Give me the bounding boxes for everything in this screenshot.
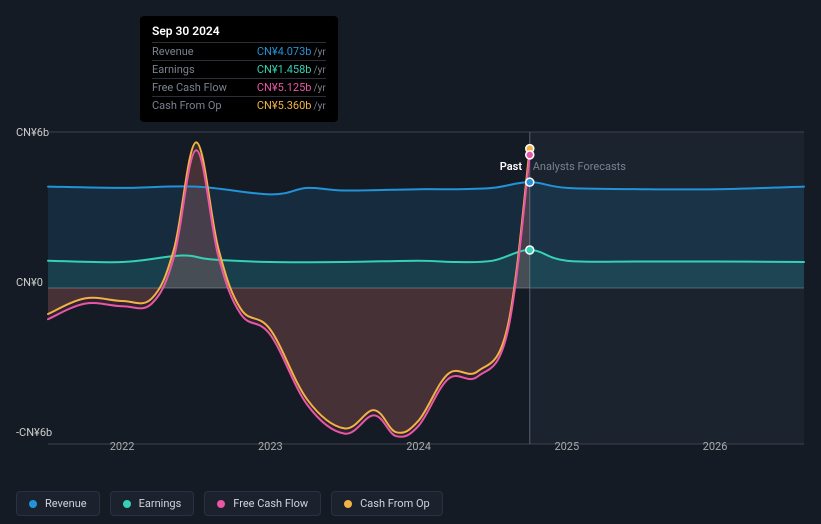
tooltip-row-value: CN¥4.073b/yr: [257, 45, 326, 58]
tooltip-date: Sep 30 2024: [152, 24, 326, 38]
tooltip-row-label: Earnings: [152, 63, 195, 76]
chart-legend: Revenue Earnings Free Cash Flow Cash From O…: [16, 491, 443, 516]
y-axis-label-zero: CN¥0: [16, 276, 43, 289]
legend-dot-icon: [29, 500, 37, 508]
legend-dot-icon: [217, 500, 225, 508]
x-axis-tick: 2023: [258, 440, 283, 453]
legend-item-label: Cash From Op: [360, 497, 430, 510]
tooltip-row-label: Cash From Op: [152, 99, 222, 112]
tooltip-row-label: Revenue: [152, 45, 194, 58]
legend-item-free-cash-flow[interactable]: Free Cash Flow: [204, 491, 321, 516]
x-axis-tick: 2026: [703, 440, 728, 453]
legend-item-label: Earnings: [139, 497, 182, 510]
tooltip-row: Cash From Op CN¥5.360b/yr: [152, 96, 326, 114]
tooltip-row-value: CN¥1.458b/yr: [257, 63, 326, 76]
x-axis-tick: 2024: [406, 440, 431, 453]
tooltip-row-label: Free Cash Flow: [152, 81, 227, 94]
legend-item-cash-from-op[interactable]: Cash From Op: [331, 491, 443, 516]
tooltip-row: Free Cash Flow CN¥5.125b/yr: [152, 78, 326, 96]
tooltip-row-value: CN¥5.360b/yr: [257, 99, 326, 112]
legend-item-revenue[interactable]: Revenue: [16, 491, 100, 516]
y-axis-label-min: -CN¥6b: [16, 426, 52, 439]
tooltip-row-value: CN¥5.125b/yr: [257, 81, 326, 94]
legend-item-label: Free Cash Flow: [233, 497, 308, 510]
chart-plot: Past Analysts Forecasts: [48, 132, 804, 444]
x-axis-tick: 2025: [554, 440, 579, 453]
x-axis-tick: 2022: [110, 440, 135, 453]
legend-item-label: Revenue: [45, 497, 87, 510]
past-label: Past: [500, 160, 522, 173]
x-axis: 2022 2023 2024 2025 2026: [48, 440, 804, 456]
legend-dot-icon: [344, 500, 352, 508]
chart-tooltip: Sep 30 2024 Revenue CN¥4.073b/yr Earnings C…: [140, 16, 338, 122]
y-axis-label-max: CN¥6b: [16, 126, 49, 139]
tooltip-row: Revenue CN¥4.073b/yr: [152, 42, 326, 60]
tooltip-row: Earnings CN¥1.458b/yr: [152, 60, 326, 78]
chart-area: CN¥6b CN¥0 -CN¥6b Past Analysts Forecast…: [16, 122, 805, 482]
legend-item-earnings[interactable]: Earnings: [110, 491, 195, 516]
forecast-label: Analysts Forecasts: [533, 160, 626, 173]
legend-dot-icon: [123, 500, 131, 508]
past-forecast-divider-labels: Past Analysts Forecasts: [500, 160, 626, 173]
